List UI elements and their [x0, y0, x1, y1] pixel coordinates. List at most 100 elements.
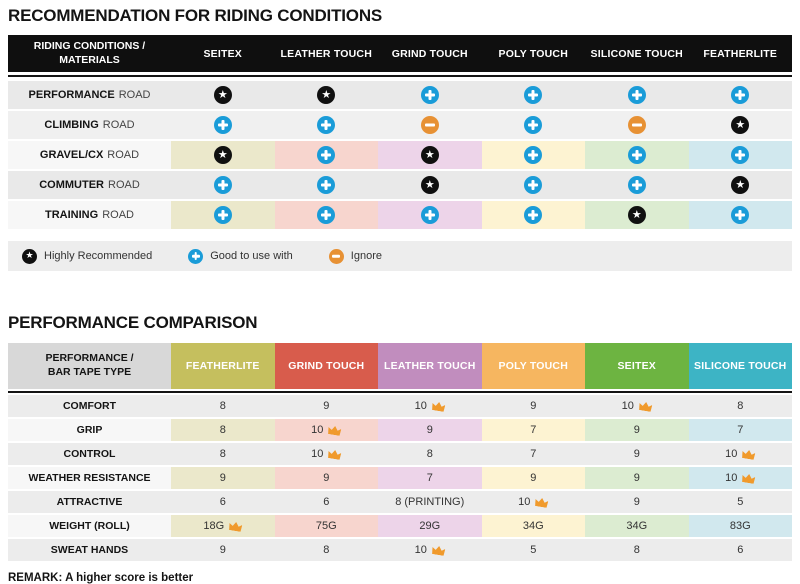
rating-cell	[378, 171, 482, 199]
row-label: SWEAT HANDS	[50, 544, 129, 556]
score-cell: 7	[481, 419, 585, 441]
score-cell: 8	[426, 448, 433, 460]
row-label: WEATHER RESISTANCE	[8, 467, 171, 489]
crown-icon	[638, 401, 652, 412]
column-header-poly-touch: POLY TOUCH	[481, 343, 585, 389]
rating-cell	[688, 201, 792, 229]
crown-icon	[328, 449, 342, 460]
score-cell: 9	[633, 496, 640, 508]
plus-icon	[731, 146, 750, 164]
row-label: GRIP	[8, 419, 171, 441]
crown-icon	[431, 401, 445, 412]
row-label: GRAVEL/CX ROAD	[8, 141, 171, 169]
score-cell: 9	[585, 467, 689, 489]
score-cell: 6	[323, 496, 330, 508]
performance-table-body: COMFORT 8 9 10 9 10 8 GRIP 8 10 9 7 9 7 …	[8, 395, 792, 561]
score-cell: 34G	[481, 515, 585, 537]
plus-icon	[420, 206, 439, 224]
rating-cell	[585, 171, 689, 199]
score-cell: 6	[219, 496, 226, 508]
score-cell: 9	[274, 467, 378, 489]
score-cell: 10	[275, 443, 379, 465]
score-cell: 10	[482, 491, 586, 513]
score-cell: 10	[688, 467, 792, 489]
rating-cell	[585, 201, 689, 229]
column-header-featherlite: FEATHERLITE	[171, 343, 275, 389]
crown-icon	[328, 425, 342, 436]
riding-conditions-table: RIDING CONDITIONS / MATERIALS SEITEX LEA…	[8, 35, 792, 229]
plus-icon	[731, 206, 750, 224]
rating-cell	[378, 81, 482, 109]
score-cell: 8	[633, 544, 640, 556]
rating-cell	[689, 81, 793, 109]
score-cell: 9	[171, 467, 275, 489]
score-cell: 7	[378, 467, 482, 489]
row-label: COMFORT	[62, 400, 117, 412]
table-row-control: CONTROL 8 10 8 7 9 10	[8, 443, 792, 465]
riding-table-header: RIDING CONDITIONS / MATERIALS SEITEX LEA…	[8, 35, 792, 72]
rating-cell	[482, 171, 586, 199]
table-row-grip: GRIP 8 10 9 7 9 7	[8, 419, 792, 441]
score-cell: 9	[633, 448, 640, 460]
score-cell: 34G	[585, 515, 689, 537]
minus-icon	[420, 116, 439, 134]
legend-label: Highly Recommended	[44, 250, 153, 262]
plus-icon	[420, 86, 439, 104]
score-cell: 8	[219, 448, 226, 460]
plus-icon	[627, 146, 646, 164]
crown-icon	[742, 473, 756, 484]
rating-cell	[378, 201, 482, 229]
column-header-grind-touch: GRIND TOUCH	[274, 343, 378, 389]
score-cell: 6	[737, 544, 744, 556]
score-cell: 10	[378, 539, 482, 561]
star-icon	[22, 248, 37, 264]
performance-table-header: PERFORMANCE / BAR TAPE TYPE FEATHERLITE …	[8, 343, 792, 389]
corner-header: RIDING CONDITIONS / MATERIALS	[33, 39, 146, 66]
score-cell: 18G	[171, 515, 275, 537]
column-header-seitex: SEITEX	[203, 47, 243, 60]
performance-comparison-table: PERFORMANCE / BAR TAPE TYPE FEATHERLITE …	[8, 343, 792, 561]
corner-header: PERFORMANCE / BAR TAPE TYPE	[8, 343, 171, 389]
score-cell: 29G	[378, 515, 482, 537]
rating-cell	[481, 201, 585, 229]
plus-icon	[213, 116, 232, 134]
score-cell: 75G	[274, 515, 378, 537]
star-icon	[731, 116, 750, 134]
minus-icon	[328, 248, 344, 264]
score-cell: 9	[481, 467, 585, 489]
score-cell: 8	[171, 419, 275, 441]
column-header-silicone-touch: SILICONE TOUCH	[688, 343, 792, 389]
score-cell: 5	[530, 544, 537, 556]
rating-cell	[274, 141, 378, 169]
legend-item-ignore: Ignore	[328, 248, 382, 264]
rating-cell	[585, 141, 689, 169]
column-header-silicone-touch: SILICONE TOUCH	[590, 47, 683, 60]
legend-label: Ignore	[350, 250, 382, 262]
table-row-performance-road: PERFORMANCE ROAD	[8, 81, 792, 109]
row-label: CONTROL	[63, 448, 116, 460]
star-icon	[420, 176, 439, 194]
rating-cell	[482, 81, 586, 109]
score-cell: 83G	[688, 515, 792, 537]
score-cell: 10	[585, 395, 689, 417]
table-row-attractive: ATTRACTIVE 6 6 8 (PRINTING) 10 9 5	[8, 491, 792, 513]
score-cell: 9	[530, 400, 537, 412]
plus-icon	[317, 116, 336, 134]
table-row-comfort: COMFORT 8 9 10 9 10 8	[8, 395, 792, 417]
legend-item-highly-recommended: Highly Recommended	[22, 248, 153, 264]
rating-cell	[585, 111, 689, 139]
rating-cell	[171, 171, 275, 199]
table-row-sweat-hands: SWEAT HANDS 9 8 10 5 8 6	[8, 539, 792, 561]
rating-cell	[274, 201, 378, 229]
crown-icon	[742, 449, 756, 460]
score-cell: 9	[219, 544, 226, 556]
legend-label: Good to use with	[210, 250, 293, 262]
crown-icon	[229, 521, 243, 532]
rating-cell	[481, 141, 585, 169]
table-row-weather-resistance: WEATHER RESISTANCE 9 9 7 9 9 10	[8, 467, 792, 489]
rating-cell	[689, 111, 793, 139]
table-row-climbing-road: CLIMBING ROAD	[8, 111, 792, 139]
legend-bar: Highly Recommended Good to use with Igno…	[8, 241, 792, 271]
